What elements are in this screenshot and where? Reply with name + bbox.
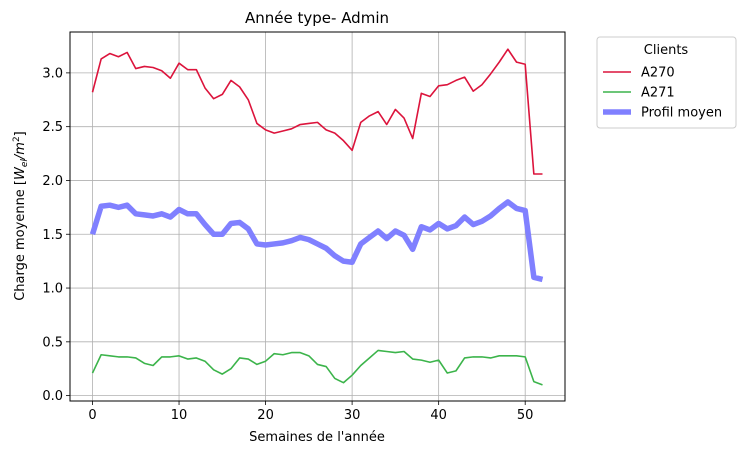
y-tick-label: 2.5 [42, 120, 63, 135]
series-line-a271 [91, 349, 543, 386]
y-axis-label-sup: 2 [12, 136, 22, 142]
legend-label-a270: A270 [641, 66, 675, 81]
legend: Clients A270 A271 Profil moyen [596, 36, 737, 129]
grid-lines [70, 32, 565, 401]
x-tick-label: 0 [88, 408, 96, 423]
x-tick-label: 20 [257, 408, 274, 423]
x-axis-label: Semaines de l'année [249, 430, 385, 445]
y-tick-label: 0.5 [42, 335, 63, 350]
y-tick-label: 0.0 [42, 389, 63, 404]
legend-label-profil-moyen: Profil moyen [641, 106, 722, 121]
y-axis-label-slash: /m [13, 142, 28, 160]
y-axis-label-var: W [13, 166, 28, 180]
chart-title: Année type- Admin [245, 9, 389, 27]
x-tick-label: 30 [344, 408, 361, 423]
x-tick-label: 40 [430, 408, 447, 423]
y-tick-label: 1.0 [42, 282, 63, 297]
y-tick-label: 1.5 [42, 228, 63, 243]
x-tick-label: 10 [171, 408, 188, 423]
y-axis-label-text: Charge moyenne [ [13, 180, 28, 301]
x-tick-label: 50 [517, 408, 534, 423]
y-axis-ticks: 0.0 0.5 1.0 1.5 2.0 2.5 3.0 [42, 66, 70, 404]
plot-frame [69, 31, 566, 402]
plot-area: 0 10 20 30 40 50 0.0 0.5 1.0 1.5 2.0 2.5 3.0 [42, 31, 566, 423]
y-axis-label-sub: el [20, 159, 30, 168]
y-tick-label: 2.0 [42, 174, 63, 189]
legend-title: Clients [644, 43, 689, 58]
y-axis-label-close: ] [13, 131, 28, 136]
y-axis-label: Charge moyenne [Wel/m2] [12, 131, 30, 301]
legend-frame [596, 36, 737, 129]
legend-label-a271: A271 [641, 86, 675, 101]
series-line-a270 [91, 48, 543, 175]
series-line-profil-moyen [89, 199, 544, 283]
legend-entries: A270 A271 Profil moyen [603, 66, 722, 121]
x-axis-ticks: 0 10 20 30 40 50 [88, 401, 533, 423]
y-tick-label: 3.0 [42, 66, 63, 81]
series-lines [89, 48, 544, 386]
